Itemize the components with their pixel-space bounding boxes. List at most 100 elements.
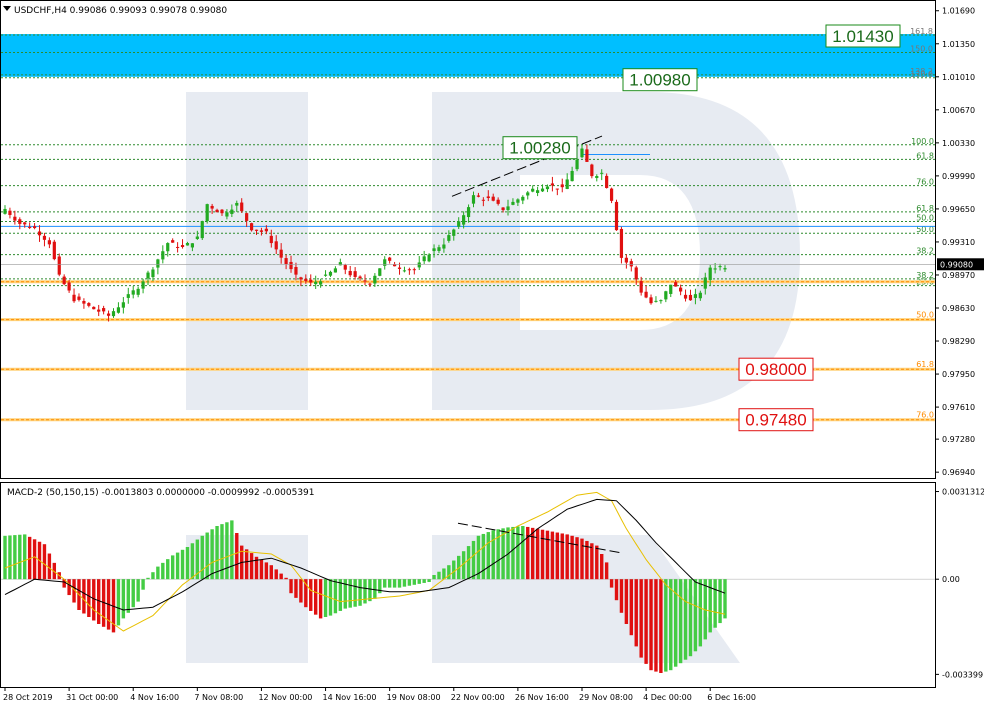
candle	[595, 174, 599, 182]
candle	[412, 267, 416, 275]
target-zone-band	[1, 34, 935, 77]
candle	[77, 293, 81, 302]
macd-bar	[407, 579, 412, 586]
macd-bar	[151, 572, 155, 580]
macd-bar	[412, 579, 417, 585]
macd-bar	[659, 579, 663, 673]
candle	[560, 178, 564, 193]
candle	[200, 220, 204, 241]
candle	[703, 272, 707, 295]
candle	[13, 210, 17, 225]
macd-bar	[289, 579, 293, 594]
candle	[176, 242, 180, 253]
candle	[624, 254, 628, 269]
candle	[664, 290, 668, 303]
candle	[32, 222, 37, 230]
upper-target-zone	[1, 34, 935, 77]
macd-bar	[718, 579, 722, 624]
candle	[585, 144, 589, 163]
macd-bar	[279, 573, 283, 580]
price-tick-label: 1.00670	[942, 106, 975, 115]
candle	[185, 241, 190, 246]
macd-bar	[299, 579, 303, 603]
macd-bar	[639, 579, 643, 658]
price-panel-frame	[0, 0, 936, 479]
candle	[240, 198, 244, 213]
macd-bar	[318, 579, 323, 619]
fib-orange-label: 50.0	[916, 311, 934, 320]
macd-bar	[42, 544, 47, 580]
price-tick-label: 0.99310	[942, 238, 975, 247]
fib-green-label: 61.8	[916, 151, 934, 160]
macd-bar	[570, 535, 574, 580]
candle	[42, 232, 47, 247]
candle	[644, 285, 648, 299]
target-green-label: 1.01430	[825, 24, 901, 48]
price-tick-label: 0.97280	[942, 435, 975, 444]
candle	[417, 256, 421, 271]
macd-bar	[540, 529, 545, 580]
candle	[368, 282, 372, 288]
candle	[23, 221, 27, 228]
macd-bar	[313, 579, 318, 615]
macd-bar	[526, 526, 530, 580]
macd-bar	[274, 569, 278, 580]
macd-panel-frame	[0, 482, 936, 688]
price-tick-label: 0.98630	[942, 304, 975, 313]
candle	[600, 169, 604, 181]
macd-bar	[600, 554, 604, 580]
macd-bar	[511, 526, 515, 580]
macd-bar	[609, 579, 614, 588]
candle	[126, 287, 130, 304]
macd-bar	[535, 528, 540, 580]
candle	[614, 199, 619, 231]
fib-upper-label: 161.8	[910, 27, 933, 36]
candle	[363, 274, 367, 286]
macd-bar	[565, 534, 569, 580]
macd-bar	[87, 579, 91, 617]
price-tick-label: 1.01010	[942, 73, 975, 82]
macd-bar	[67, 579, 71, 596]
candle	[476, 192, 481, 198]
time-tick-label: 12 Nov 00:00	[258, 693, 312, 702]
candle	[388, 256, 392, 264]
candle	[156, 258, 160, 275]
macd-bar	[8, 535, 12, 580]
macd-bar	[383, 579, 387, 588]
candle	[259, 227, 264, 236]
macd-bar	[32, 539, 37, 580]
macd-bar	[683, 579, 688, 660]
macd-bar	[501, 528, 505, 580]
macd-bar	[723, 579, 727, 619]
macd-bar	[397, 579, 402, 588]
candle	[205, 203, 209, 224]
header-dropdown-icon[interactable]	[3, 6, 11, 11]
candle	[121, 297, 125, 314]
macd-bar	[18, 534, 22, 580]
candle	[72, 288, 76, 303]
macd-tick-label: 0.00	[942, 575, 960, 584]
macd-bar	[96, 579, 101, 624]
price-tick-label: 0.97950	[942, 370, 975, 379]
candle	[609, 187, 614, 204]
price-axis: 1.01690 1.01350 1.01010 1.00670 1.00330 0.999…	[1, 7, 984, 477]
macd-bar	[353, 579, 357, 607]
candle	[309, 274, 313, 286]
macd-bar	[358, 579, 362, 606]
candle	[67, 280, 71, 293]
macd-bar	[161, 562, 165, 580]
candle	[230, 204, 234, 218]
macd-bar	[373, 579, 377, 599]
candle	[698, 290, 702, 301]
candle	[718, 263, 722, 271]
candle	[447, 230, 451, 243]
fib-upper-label: 150.0	[910, 45, 933, 54]
candle	[47, 237, 51, 249]
candle	[136, 286, 140, 298]
candle	[161, 245, 165, 264]
macd-bar	[235, 533, 239, 580]
candle	[427, 253, 431, 263]
macd-bar	[698, 579, 703, 647]
candle	[323, 270, 328, 277]
